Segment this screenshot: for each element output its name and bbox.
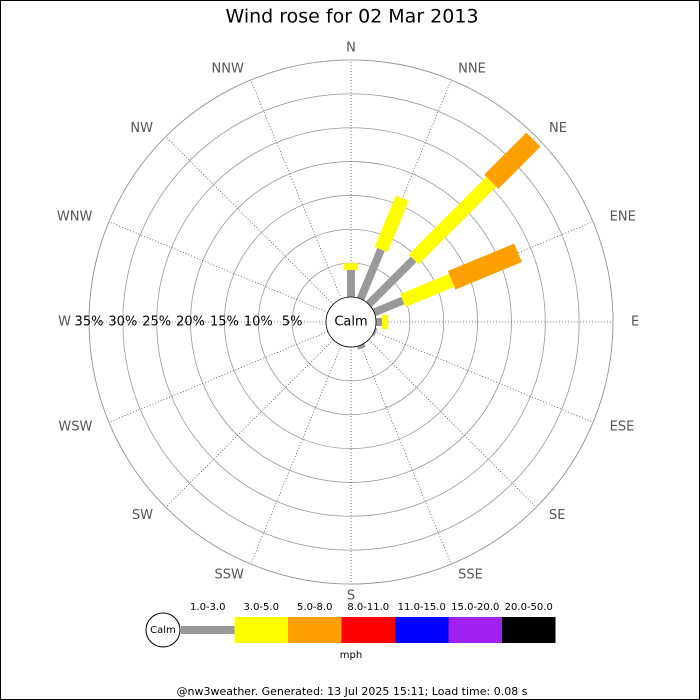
ring <box>156 127 546 517</box>
legend-calm-label: Calm <box>150 625 176 636</box>
spoke <box>368 339 537 508</box>
wind-bar <box>365 256 417 308</box>
ring <box>257 228 445 416</box>
wind-bar <box>382 315 389 329</box>
direction-label: S <box>347 589 355 604</box>
direction-label: NNW <box>212 61 244 76</box>
direction-label: WNW <box>57 210 93 225</box>
legend-label: 3.0-5.0 <box>244 602 279 613</box>
legend-label: 8.0-11.0 <box>347 602 389 613</box>
wind-bar <box>372 296 405 317</box>
legend-label: 1.0-3.0 <box>190 602 225 613</box>
ring <box>224 195 478 449</box>
legend-swatch <box>234 617 288 643</box>
spoke <box>373 331 594 423</box>
legend-swatch <box>395 617 449 643</box>
legend-label: 5.0-8.0 <box>297 602 332 613</box>
ring-label: 30% <box>108 315 137 330</box>
direction-label: SSE <box>458 568 483 583</box>
direction-label: WSW <box>58 419 92 434</box>
direction-label: NE <box>549 121 567 136</box>
wind-bar <box>356 247 385 301</box>
wind-bar <box>400 273 455 307</box>
calm-circle <box>325 296 377 348</box>
spoke <box>360 344 452 565</box>
wind-bar <box>376 318 383 326</box>
spoke <box>250 344 342 565</box>
direction-label: ESE <box>610 419 635 434</box>
spoke <box>165 136 334 305</box>
ring-label: 20% <box>176 315 205 330</box>
legend-calm <box>145 612 181 648</box>
legend-swatch <box>502 617 556 643</box>
wind-bar <box>356 343 366 350</box>
chart-title: Wind rose for 02 Mar 2013 <box>225 6 478 28</box>
legend-swatch <box>288 617 342 643</box>
legend-label: 11.0-15.0 <box>398 602 446 613</box>
calm-label: Calm <box>334 315 367 330</box>
legend-swatch <box>448 617 502 643</box>
legend-swatch <box>181 626 235 634</box>
direction-label: E <box>631 315 639 330</box>
legend-swatch <box>341 617 395 643</box>
direction-label: NW <box>130 121 153 136</box>
spoke <box>250 79 342 300</box>
ring <box>122 93 580 551</box>
direction-label: SW <box>132 508 153 523</box>
units: mph <box>340 650 362 661</box>
wind-bar <box>372 327 378 337</box>
direction-label: ENE <box>610 210 636 225</box>
legend-label: 20.0-50.0 <box>505 602 553 613</box>
direction-label: SE <box>549 508 565 523</box>
ring <box>88 59 614 585</box>
wind-bar <box>447 243 522 290</box>
wind-bar <box>344 263 358 270</box>
spoke <box>108 331 329 423</box>
ring-label: 35% <box>75 315 104 330</box>
spoke <box>165 339 334 508</box>
spoke <box>108 221 329 313</box>
legend-label: 15.0-20.0 <box>451 602 499 613</box>
direction-label: NNE <box>458 61 486 76</box>
wind-bar <box>484 132 541 189</box>
wind-bar <box>347 269 355 297</box>
ring-label: 10% <box>244 315 273 330</box>
wind-bar <box>408 176 497 265</box>
direction-label: W <box>58 315 71 330</box>
ring-label: 25% <box>142 315 171 330</box>
footer: @nw3weather. Generated: 13 Jul 2025 15:1… <box>177 685 528 698</box>
ring-label: 15% <box>210 315 239 330</box>
ring-label: 5% <box>282 315 303 330</box>
wind-bar <box>374 195 409 253</box>
direction-label: N <box>346 41 356 56</box>
direction-label: SSW <box>214 568 244 583</box>
